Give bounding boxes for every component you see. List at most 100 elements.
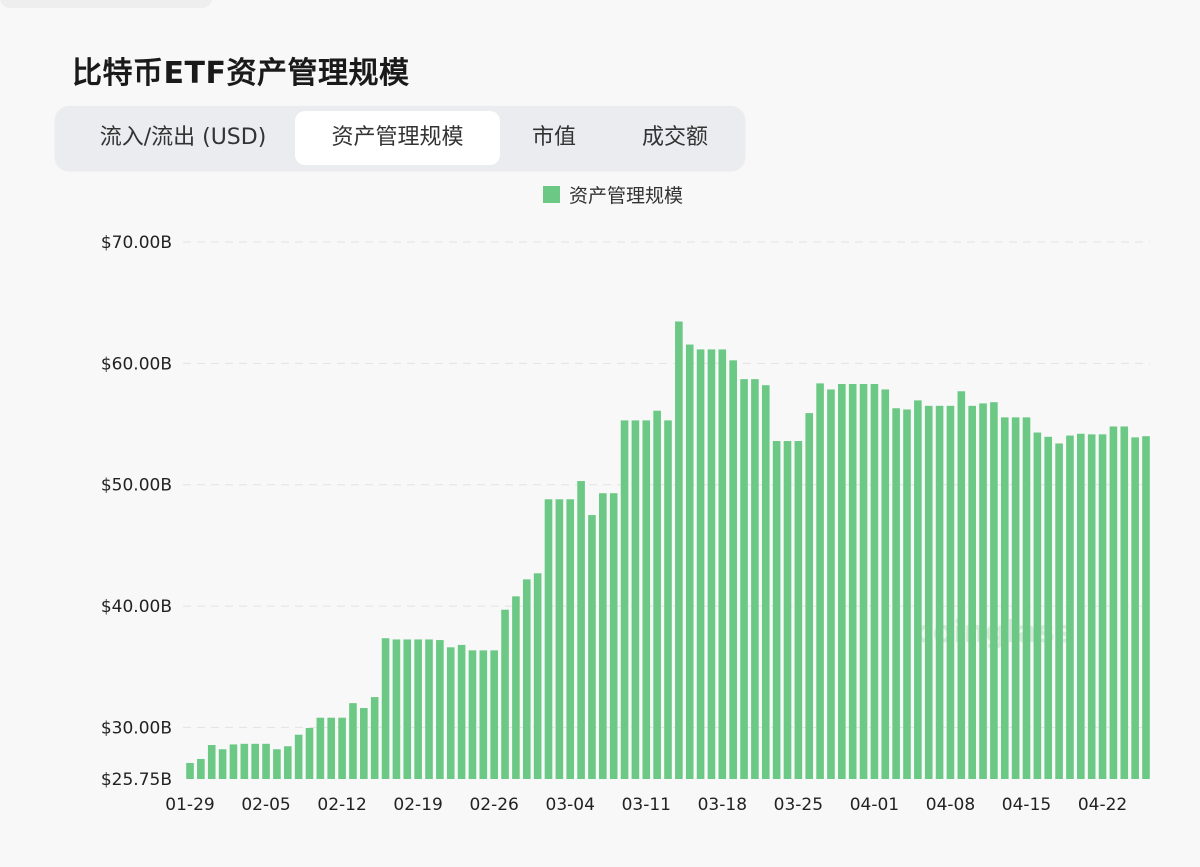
bar-03-27[interactable] bbox=[816, 383, 824, 779]
bar-04-01[interactable] bbox=[870, 383, 879, 779]
x-tick-label: 02-12 bbox=[317, 795, 366, 815]
bar-03-14[interactable] bbox=[675, 321, 683, 779]
bar-03-07[interactable] bbox=[599, 493, 607, 779]
bar-02-24[interactable] bbox=[468, 650, 477, 779]
tab-inflow-outflow[interactable]: 流入/流出 (USD) bbox=[99, 125, 267, 150]
bar-03-29[interactable] bbox=[838, 383, 846, 779]
tab-volume[interactable]: 成交额 bbox=[641, 125, 708, 150]
bar-02-04[interactable] bbox=[251, 743, 259, 779]
bar-04-10[interactable] bbox=[968, 405, 976, 779]
bar-03-03[interactable] bbox=[555, 499, 564, 779]
bar-03-10[interactable] bbox=[631, 420, 640, 779]
bar-02-22[interactable] bbox=[446, 647, 455, 779]
bar-04-17[interactable] bbox=[1044, 436, 1053, 779]
bar-04-09[interactable] bbox=[957, 391, 966, 779]
bar-03-26[interactable] bbox=[805, 413, 814, 779]
bar-03-16[interactable] bbox=[696, 349, 705, 779]
bar-04-06[interactable] bbox=[924, 405, 933, 779]
bar-01-30[interactable] bbox=[197, 758, 205, 779]
bar-03-17[interactable] bbox=[707, 349, 716, 779]
bar-02-03[interactable] bbox=[240, 743, 249, 779]
bar-04-03[interactable] bbox=[892, 408, 900, 779]
bar-02-20[interactable] bbox=[425, 639, 433, 779]
bar-04-16[interactable] bbox=[1033, 432, 1042, 779]
bar-02-23[interactable] bbox=[457, 644, 466, 779]
bar-02-12[interactable] bbox=[338, 717, 346, 779]
bar-02-08[interactable] bbox=[294, 734, 303, 779]
bar-02-18[interactable] bbox=[403, 639, 412, 779]
bar-03-01[interactable] bbox=[533, 573, 542, 779]
bar-02-02[interactable] bbox=[229, 744, 238, 779]
bar-02-27[interactable] bbox=[501, 609, 509, 779]
bar-03-22[interactable] bbox=[761, 385, 770, 779]
bar-04-21[interactable] bbox=[1087, 434, 1096, 779]
bar-04-25[interactable] bbox=[1131, 437, 1139, 779]
bar-04-05[interactable] bbox=[914, 400, 922, 779]
bar-03-04[interactable] bbox=[566, 499, 575, 779]
bar-02-07[interactable] bbox=[283, 746, 292, 779]
bar-02-06[interactable] bbox=[273, 749, 281, 779]
bar-02-09[interactable] bbox=[305, 728, 314, 779]
x-tick-label: 03-25 bbox=[774, 795, 823, 815]
bar-01-29[interactable] bbox=[186, 762, 194, 779]
bar-04-26[interactable] bbox=[1142, 436, 1150, 779]
tab-aum[interactable]: 资产管理规模 bbox=[295, 111, 500, 165]
bar-02-19[interactable] bbox=[414, 639, 422, 779]
bar-04-18[interactable] bbox=[1055, 443, 1063, 779]
bar-02-10[interactable] bbox=[316, 717, 325, 779]
bar-02-26[interactable] bbox=[490, 650, 498, 779]
bar-03-05[interactable] bbox=[577, 481, 585, 779]
bar-03-21[interactable] bbox=[751, 379, 759, 779]
bar-03-12[interactable] bbox=[653, 410, 661, 779]
bar-03-06[interactable] bbox=[588, 515, 596, 779]
bar-03-28[interactable] bbox=[827, 389, 835, 779]
bar-03-18[interactable] bbox=[718, 349, 727, 779]
chart-legend[interactable]: 资产管理规模 bbox=[543, 181, 683, 208]
bar-02-13[interactable] bbox=[349, 703, 357, 779]
bar-04-04[interactable] bbox=[903, 409, 911, 779]
bar-03-08[interactable] bbox=[609, 493, 618, 779]
bar-04-12[interactable] bbox=[990, 402, 998, 779]
bar-03-11[interactable] bbox=[642, 420, 651, 779]
y-tick-label: $30.00B bbox=[101, 718, 172, 738]
bar-03-31[interactable] bbox=[859, 383, 868, 779]
bar-03-02[interactable] bbox=[544, 499, 553, 779]
bar-02-28[interactable] bbox=[512, 596, 520, 779]
bar-04-08[interactable] bbox=[946, 405, 955, 779]
bar-02-01[interactable] bbox=[218, 749, 227, 779]
bar-03-23[interactable] bbox=[772, 441, 781, 779]
bar-03-20[interactable] bbox=[740, 379, 748, 779]
bar-03-09[interactable] bbox=[620, 420, 629, 779]
bar-04-13[interactable] bbox=[1000, 417, 1009, 779]
bar-04-19[interactable] bbox=[1066, 435, 1074, 779]
legend-swatch bbox=[543, 186, 560, 203]
bar-04-14[interactable] bbox=[1011, 417, 1020, 779]
bar-02-15[interactable] bbox=[370, 697, 379, 779]
bar-03-19[interactable] bbox=[729, 360, 737, 779]
bar-04-24[interactable] bbox=[1120, 426, 1129, 779]
bar-02-25[interactable] bbox=[479, 650, 488, 779]
bar-02-29[interactable] bbox=[522, 579, 531, 779]
bar-02-11[interactable] bbox=[327, 717, 336, 779]
bar-03-13[interactable] bbox=[664, 420, 672, 779]
bar-03-15[interactable] bbox=[685, 344, 694, 779]
bar-01-31[interactable] bbox=[207, 745, 216, 779]
bar-03-30[interactable] bbox=[848, 383, 857, 779]
bar-04-11[interactable] bbox=[979, 403, 987, 779]
bar-04-15[interactable] bbox=[1022, 417, 1031, 779]
bar-04-20[interactable] bbox=[1077, 433, 1085, 779]
bar-02-17[interactable] bbox=[392, 639, 401, 779]
bar-02-14[interactable] bbox=[360, 708, 368, 779]
bar-02-05[interactable] bbox=[262, 743, 270, 779]
bar-04-22[interactable] bbox=[1098, 434, 1107, 779]
x-tick-label: 02-26 bbox=[469, 795, 518, 815]
bar-04-02[interactable] bbox=[881, 389, 890, 779]
bar-03-24[interactable] bbox=[783, 441, 792, 779]
bar-02-16[interactable] bbox=[381, 638, 390, 779]
bar-04-07[interactable] bbox=[935, 405, 944, 779]
bar-02-21[interactable] bbox=[436, 640, 444, 779]
tab-market-cap[interactable]: 市值 bbox=[531, 125, 576, 150]
bar-03-25[interactable] bbox=[794, 441, 803, 779]
bar-04-23[interactable] bbox=[1109, 426, 1118, 779]
